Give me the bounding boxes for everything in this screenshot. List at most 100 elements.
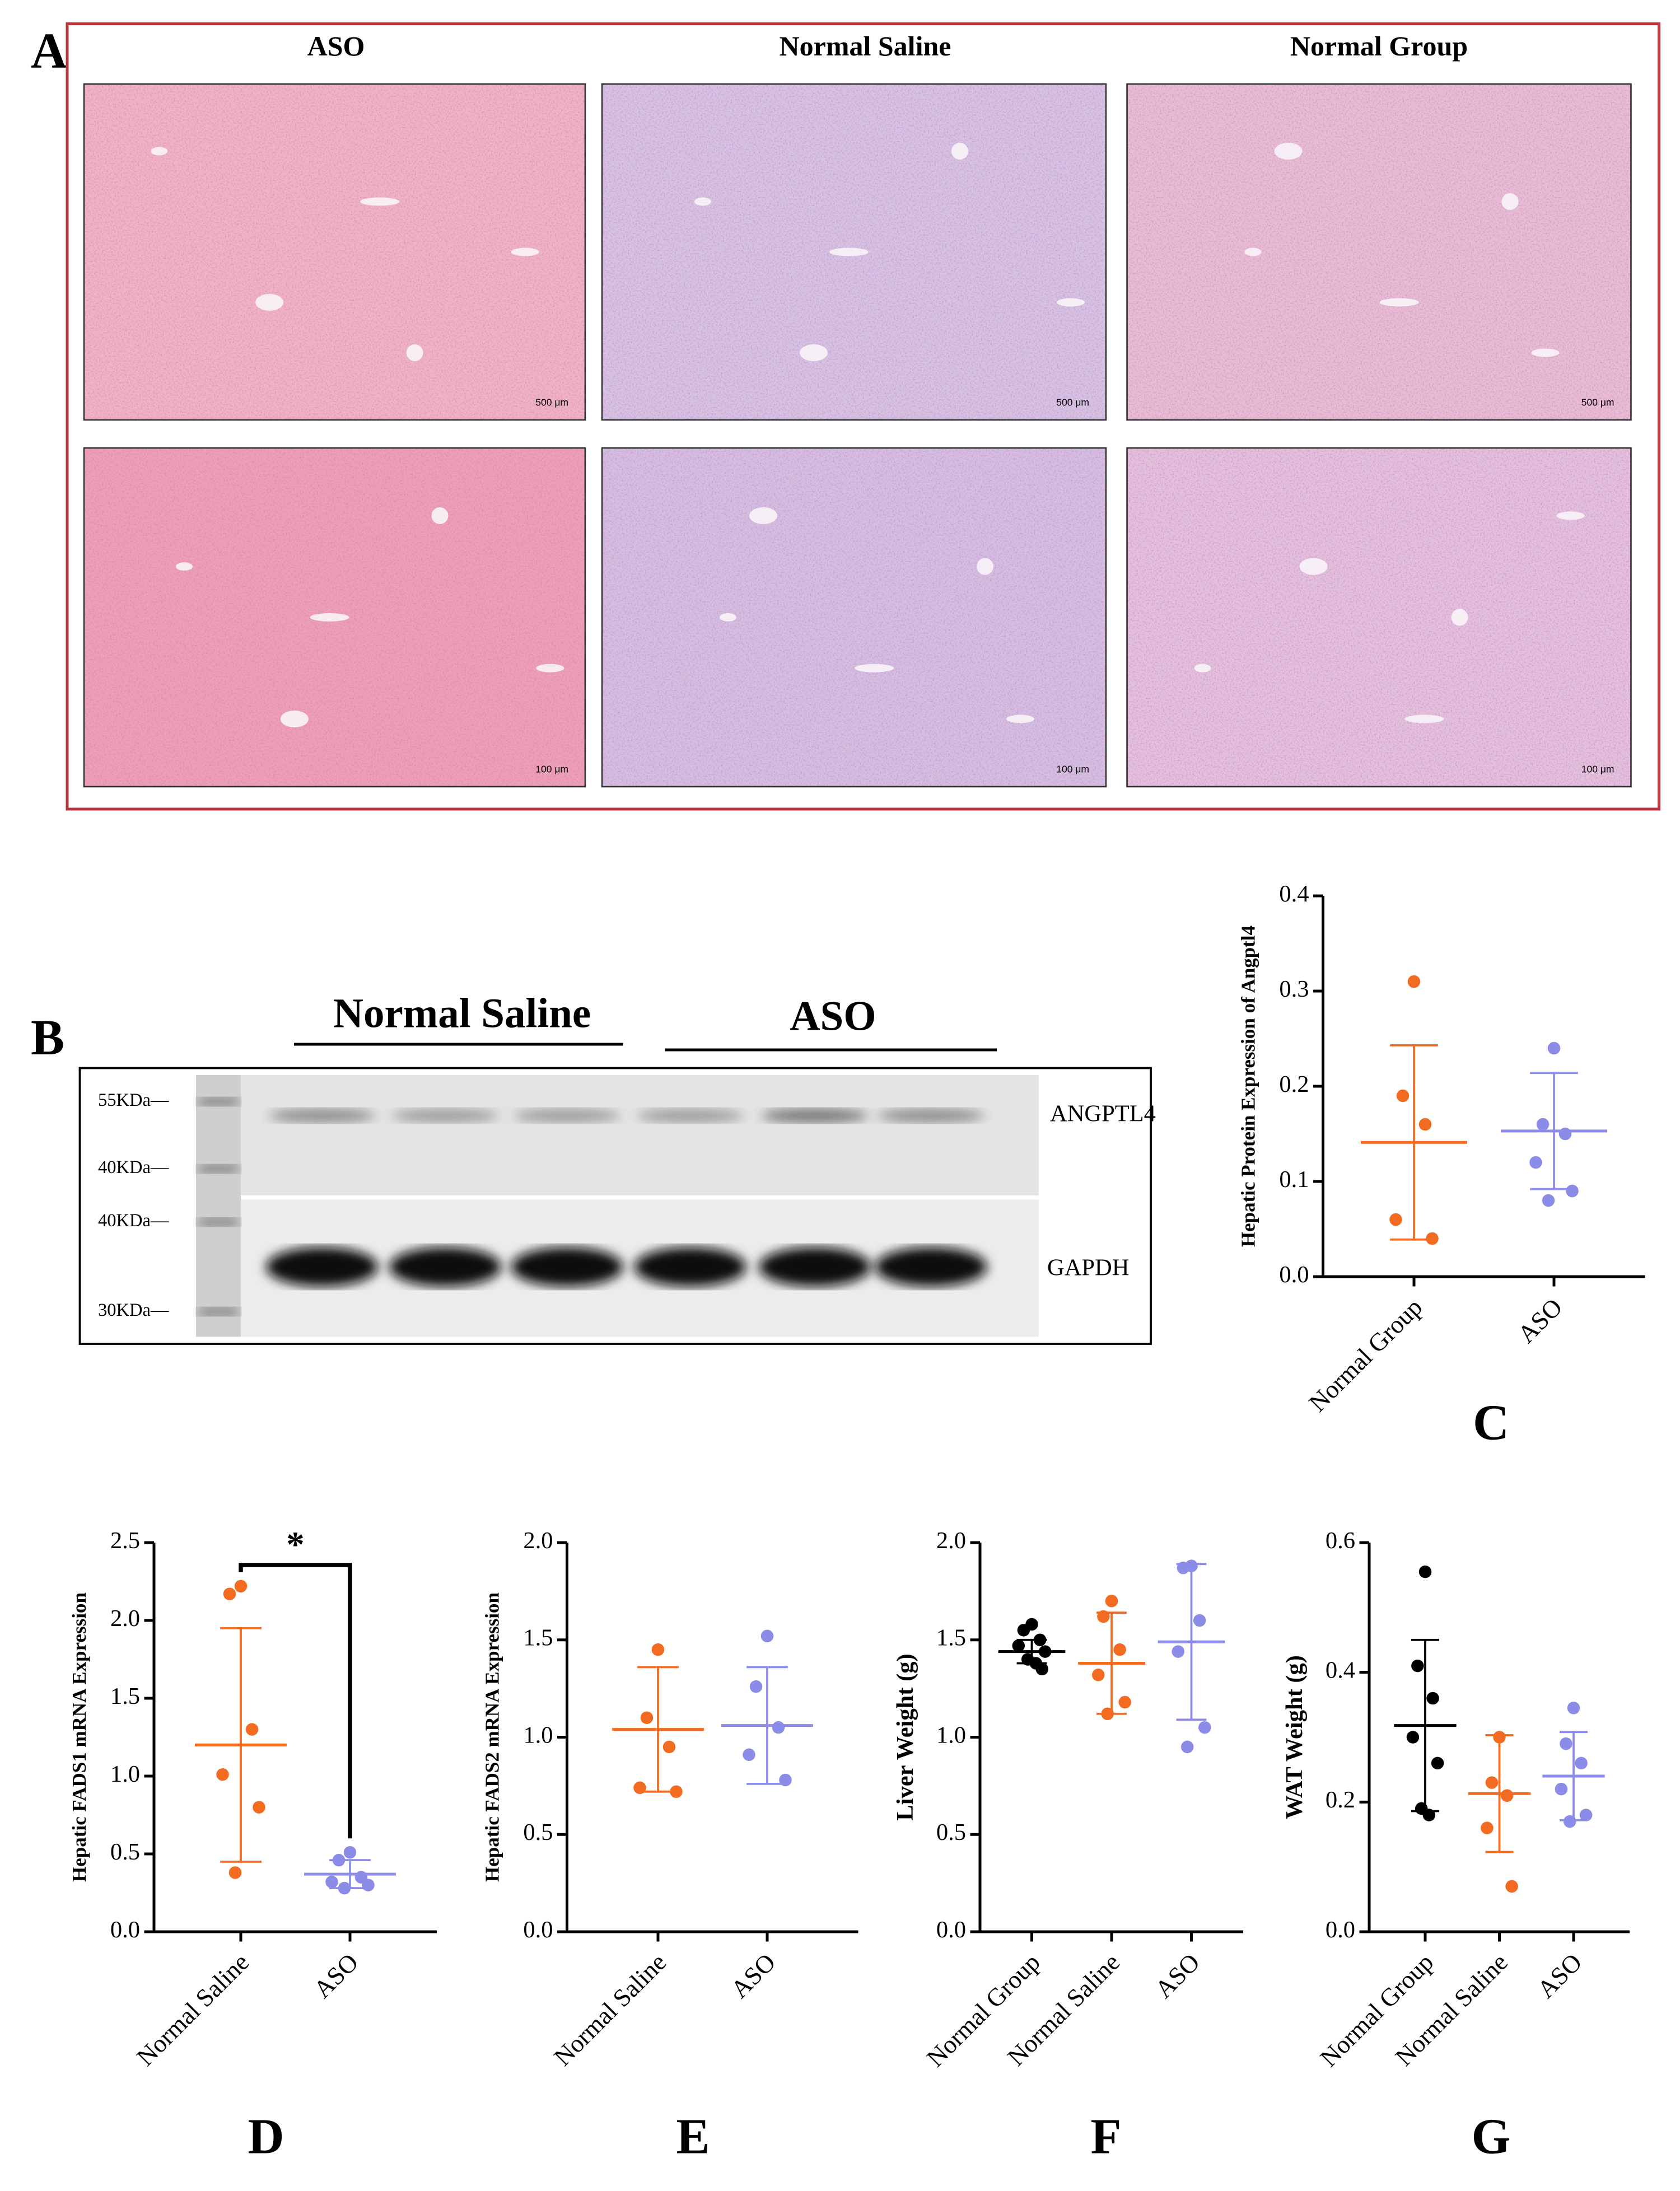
data-point (772, 1721, 785, 1734)
data-point (1422, 1809, 1436, 1821)
vessel (1404, 714, 1444, 723)
panel-label: C (1473, 1395, 1509, 1451)
data-point (1418, 1118, 1432, 1131)
y-tick-label: 0.4 (1279, 881, 1309, 907)
ladder-band (199, 1097, 238, 1106)
data-point (1396, 1089, 1410, 1102)
data-point (1566, 1184, 1579, 1198)
data-point (1426, 1232, 1439, 1245)
y-tick-label: 1.5 (936, 1625, 966, 1651)
column-title: Normal Saline (780, 30, 951, 62)
panel-label: E (676, 2109, 710, 2165)
vessel (1244, 247, 1262, 256)
vessel (829, 247, 869, 256)
band (759, 1247, 871, 1287)
error-bar (220, 1627, 262, 1863)
data-point (1035, 1662, 1049, 1676)
data-point (1575, 1756, 1588, 1770)
scale-bar-label: 500 μm (1581, 397, 1614, 408)
data-point (1097, 1610, 1110, 1623)
ladder (196, 1075, 241, 1337)
y-tick-label: 2.5 (110, 1527, 140, 1554)
significance-label: * (286, 1525, 305, 1565)
data-point (640, 1711, 654, 1724)
vessel (855, 664, 894, 672)
y-tick-label: 0.0 (1326, 1917, 1355, 1943)
band (637, 1109, 744, 1123)
data-point (1426, 1692, 1439, 1705)
data-point (1113, 1643, 1126, 1656)
protein-label: GAPDH (1047, 1254, 1129, 1281)
vessel (1006, 714, 1034, 723)
data-point (1012, 1639, 1025, 1652)
marker-label: 30KDa— (98, 1300, 169, 1320)
data-point (1418, 1565, 1432, 1578)
vessel (1274, 143, 1303, 160)
data-point (1547, 1041, 1561, 1055)
vessel (1451, 609, 1468, 626)
data-point (1558, 1127, 1572, 1141)
vessel (511, 247, 539, 256)
y-tick-label: 0.3 (1279, 976, 1309, 1002)
y-tick-label: 0.0 (110, 1917, 140, 1943)
y-tick-label: 2.0 (936, 1527, 966, 1554)
y-tick-label: 0.2 (1279, 1071, 1309, 1097)
data-point (362, 1879, 375, 1891)
data-point (1193, 1614, 1206, 1627)
protein-label: ANGPTL4 (1050, 1100, 1156, 1127)
group-label: ASO (790, 993, 876, 1040)
panel-label: D (248, 2109, 284, 2165)
y-axis-label: Liver Weight (g) (892, 1653, 918, 1820)
data-point (1505, 1880, 1518, 1893)
y-tick-label: 0.0 (523, 1917, 553, 1943)
y-tick-label: 1.0 (110, 1761, 140, 1787)
y-axis-label: Hepatic FADS1 mRNA Expression (68, 1592, 90, 1882)
vessel (406, 344, 423, 362)
vessel (1057, 298, 1085, 307)
ladder-band (199, 1165, 238, 1173)
band (389, 1247, 501, 1287)
data-point (234, 1580, 248, 1593)
vessel (951, 143, 968, 160)
vessel (1194, 664, 1211, 672)
y-tick-label: 0.0 (936, 1917, 966, 1943)
vessel (694, 197, 711, 206)
band (875, 1247, 987, 1287)
data-point (228, 1866, 242, 1879)
bands (199, 1097, 987, 1316)
column-title: ASO (307, 30, 365, 62)
vessel (720, 613, 736, 622)
ladder-band (199, 1218, 238, 1226)
data-point (1198, 1721, 1211, 1734)
y-tick-label: 0.1 (1279, 1166, 1309, 1193)
data-point (245, 1723, 259, 1736)
data-point (1485, 1776, 1499, 1789)
data-point (332, 1853, 346, 1867)
y-tick-label: 1.0 (936, 1722, 966, 1748)
vessel (255, 294, 284, 311)
data-point (760, 1629, 774, 1643)
data-point (338, 1881, 351, 1895)
image-border (601, 83, 1107, 421)
y-tick-label: 1.5 (110, 1683, 140, 1709)
scale-bar-label: 100 μm (1581, 764, 1614, 775)
column-title: Normal Group (1290, 30, 1468, 62)
image-border (601, 447, 1107, 788)
panel-label: A (31, 24, 67, 79)
data-point (1180, 1740, 1194, 1754)
image-border (83, 447, 586, 788)
data-point (1542, 1194, 1555, 1207)
y-tick-label: 1.5 (523, 1625, 553, 1651)
band (511, 1247, 623, 1287)
blot-image (196, 1075, 1039, 1195)
scale-bar-label: 500 μm (535, 397, 568, 408)
data-point (1177, 1561, 1190, 1575)
data-point (1017, 1624, 1030, 1637)
significance-bracket (239, 1563, 352, 1839)
data-point (1529, 1156, 1542, 1169)
marker-label: 40KDa— (98, 1157, 169, 1178)
data-point (1105, 1595, 1118, 1608)
y-tick-label: 0.5 (936, 1819, 966, 1846)
vessel (1379, 298, 1419, 307)
panel-frame (66, 22, 1660, 811)
